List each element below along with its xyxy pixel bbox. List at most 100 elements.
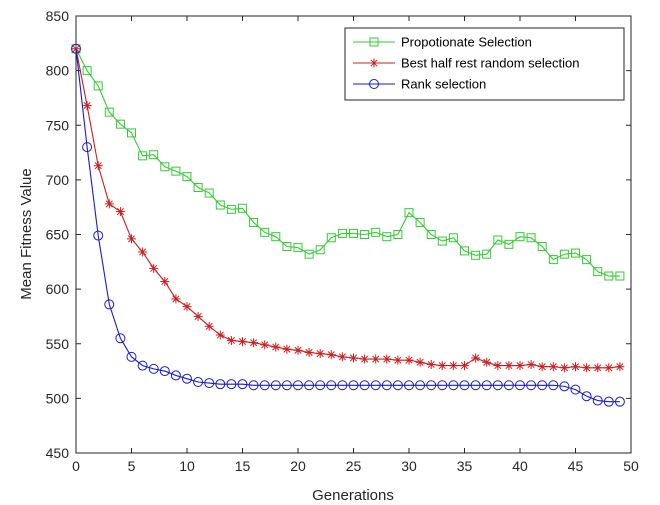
data-point (171, 166, 181, 176)
data-point (492, 380, 503, 391)
data-point (615, 362, 625, 372)
data-point (237, 379, 248, 390)
data-point (460, 246, 469, 256)
data-point (82, 142, 93, 153)
data-point (149, 263, 159, 273)
data-point (148, 363, 159, 374)
data-point (382, 354, 392, 364)
data-point (437, 361, 447, 371)
data-point (149, 150, 159, 160)
series-layer (71, 43, 625, 407)
data-point (526, 360, 536, 370)
data-point (537, 380, 548, 391)
data-point (249, 217, 259, 227)
x-tick-label: 0 (72, 458, 80, 474)
x-axis-ticks: 0 5 10 15 20 25 30 35 40 45 50 (72, 16, 639, 474)
data-point (493, 235, 503, 245)
data-point (493, 361, 503, 371)
data-point (481, 380, 492, 391)
data-point (271, 342, 281, 352)
data-point (371, 227, 381, 237)
data-point (337, 380, 348, 391)
y-tick-label: 700 (46, 172, 70, 188)
data-point (470, 380, 481, 391)
legend-entry-label: Rank selection (401, 77, 486, 92)
legend-entry-label: Best half rest random selection (401, 56, 579, 71)
data-point (515, 361, 525, 371)
legend-swatch-marker (369, 37, 379, 47)
data-point (293, 243, 303, 253)
series-asterisk (71, 44, 625, 373)
data-point (482, 249, 492, 259)
data-point (426, 360, 436, 370)
x-tick-label: 35 (457, 458, 473, 474)
data-point (304, 380, 315, 391)
data-point (182, 172, 192, 182)
y-tick-label: 500 (46, 390, 70, 406)
data-point (571, 248, 580, 258)
y-tick-label: 550 (46, 336, 70, 352)
data-point (559, 363, 569, 373)
data-point (215, 200, 225, 210)
data-point (293, 345, 303, 355)
series-line (75, 48, 620, 403)
data-point (115, 119, 125, 129)
x-tick-label: 20 (290, 458, 306, 474)
data-point (293, 380, 303, 391)
data-point (159, 366, 170, 377)
data-point (182, 373, 192, 384)
x-tick-label: 15 (235, 458, 251, 474)
data-point (282, 242, 292, 252)
data-point (415, 357, 425, 367)
data-point (193, 311, 203, 321)
data-point (437, 236, 447, 246)
data-point (259, 380, 270, 391)
data-point (104, 199, 114, 209)
data-point (448, 233, 458, 243)
data-point (204, 188, 214, 198)
data-point (604, 271, 614, 281)
data-point (71, 43, 81, 54)
x-tick-label: 5 (128, 458, 136, 474)
data-point (160, 276, 170, 286)
data-point (370, 380, 381, 391)
data-point (315, 245, 325, 255)
data-point (281, 380, 292, 391)
data-point (82, 66, 92, 76)
legend-entry-label: Propotionate Selection (401, 35, 532, 50)
series-line (75, 48, 620, 277)
data-point (271, 232, 281, 242)
data-point (593, 363, 603, 373)
data-point (127, 234, 136, 244)
data-point (115, 207, 125, 217)
series-square (71, 44, 625, 281)
data-point (515, 232, 525, 242)
data-point (537, 362, 547, 372)
data-point (615, 271, 625, 281)
data-point (282, 344, 292, 354)
data-point (415, 380, 426, 391)
data-point (248, 380, 259, 391)
x-tick-label: 50 (623, 458, 639, 474)
data-point (337, 228, 347, 238)
data-point (238, 203, 247, 213)
data-point (304, 347, 314, 357)
data-point (160, 162, 170, 172)
data-point (593, 267, 603, 277)
data-point (526, 233, 536, 243)
data-point (526, 380, 537, 391)
data-point (326, 233, 336, 243)
legend-box (344, 27, 625, 101)
legend-swatch-marker (369, 79, 379, 89)
data-point (182, 302, 192, 312)
data-point (171, 294, 181, 304)
data-point (503, 380, 514, 391)
data-point (515, 380, 525, 391)
data-point (337, 352, 347, 362)
y-tick-label: 800 (46, 63, 70, 79)
data-point (592, 395, 603, 406)
data-point (482, 357, 492, 367)
data-point (93, 161, 103, 171)
y-tick-label: 750 (46, 117, 70, 133)
